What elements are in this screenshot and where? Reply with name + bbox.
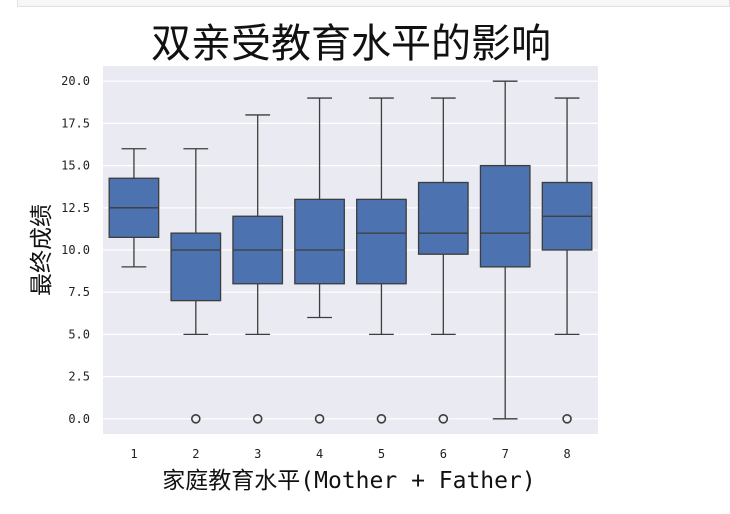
y-tick-label: 0.0 [68, 412, 90, 426]
y-tick-label: 20.0 [61, 74, 90, 88]
box-body [294, 198, 345, 285]
outlier-point [562, 414, 572, 424]
x-tick-label: 7 [502, 447, 509, 461]
box-5 [356, 97, 407, 424]
x-tick-label: 8 [563, 447, 570, 461]
box-2 [170, 148, 222, 424]
box-7 [479, 80, 531, 420]
x-tick-label: 4 [316, 447, 323, 461]
box-1 [108, 148, 160, 268]
boxes-group [108, 80, 593, 424]
x-axis-label: 家庭教育水平(Mother + Father) [162, 468, 535, 494]
x-tick-label: 5 [378, 447, 385, 461]
outlier-point [314, 414, 325, 424]
x-tick-label: 1 [130, 447, 137, 461]
y-tick-label: 17.5 [61, 116, 90, 130]
box-body [356, 198, 407, 285]
y-axis-ticks: 0.0 2.5 5.0 7.5 10.0 12.5 15.0 17.5 20.0 [61, 74, 90, 426]
x-tick-label: 3 [254, 447, 261, 461]
box-8 [541, 97, 593, 424]
y-tick-label: 2.5 [68, 370, 90, 384]
box-4 [294, 97, 345, 424]
x-axis-ticks: 1 2 3 4 5 6 7 8 [130, 447, 570, 461]
outlier-point [376, 414, 387, 424]
x-tick-label: 6 [440, 447, 447, 461]
outlier-point [252, 414, 263, 424]
box-3 [232, 114, 284, 424]
y-tick-label: 5.0 [68, 327, 90, 341]
outlier-point [191, 414, 201, 424]
y-axis-label: 最终成绩 [29, 204, 55, 296]
box-6 [417, 97, 469, 424]
box-body [479, 164, 531, 268]
y-tick-label: 15.0 [61, 159, 90, 173]
y-tick-label: 7.5 [68, 285, 90, 299]
y-tick-label: 10.0 [61, 243, 90, 257]
outlier-point [438, 414, 449, 424]
box-body [170, 232, 222, 302]
box-body [417, 181, 469, 255]
y-tick-label: 12.5 [61, 201, 90, 215]
chart-title: 双亲受教育水平的影响 [151, 21, 551, 67]
x-tick-label: 2 [192, 447, 199, 461]
